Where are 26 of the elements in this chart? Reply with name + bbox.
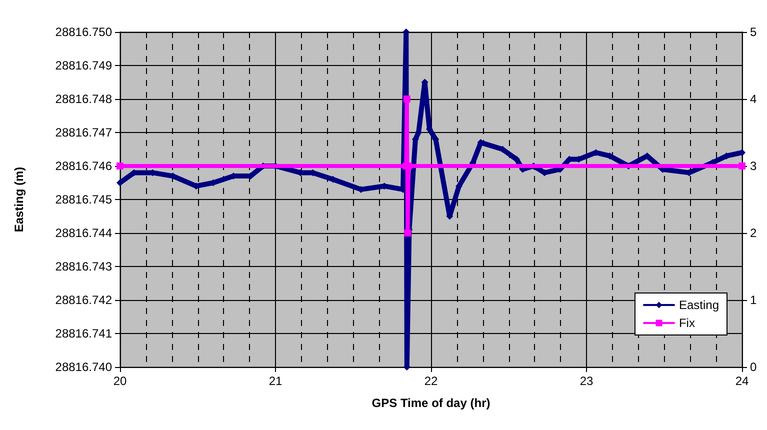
y-tick-label: 28816.742 bbox=[55, 293, 112, 307]
y-tick-label: 28816.746 bbox=[55, 159, 112, 173]
x-tick-label: 22 bbox=[424, 374, 438, 388]
y-tick-label: 28816.749 bbox=[55, 58, 112, 72]
legend-label: Easting bbox=[678, 298, 720, 312]
y-tick-label: 28816.750 bbox=[55, 25, 112, 39]
y-tick-label: 28816.745 bbox=[55, 192, 112, 206]
y2-tick-label: 3 bbox=[750, 159, 757, 173]
y2-tick-label: 1 bbox=[750, 293, 757, 307]
y-tick-label: 28816.741 bbox=[55, 326, 112, 340]
y-tick-label: 28816.743 bbox=[55, 260, 112, 274]
x-tick-label: 23 bbox=[580, 374, 594, 388]
y-tick-label: 28816.740 bbox=[55, 360, 112, 374]
x-tick-label: 24 bbox=[735, 374, 749, 388]
x-axis-title: GPS Time of day (hr) bbox=[372, 396, 490, 410]
y-tick-label: 28816.747 bbox=[55, 126, 112, 140]
y-tick-label: 28816.748 bbox=[55, 92, 112, 106]
y2-tick-label: 5 bbox=[750, 25, 757, 39]
y-tick-label: 28816.744 bbox=[55, 226, 112, 240]
y-axis-title: Easting (m) bbox=[12, 166, 26, 232]
x-tick-label: 20 bbox=[113, 374, 127, 388]
y2-tick-label: 4 bbox=[750, 92, 757, 106]
y2-tick-label: 2 bbox=[750, 226, 757, 240]
legend-label: Fix bbox=[678, 316, 695, 330]
y2-tick-label: 0 bbox=[750, 360, 757, 374]
x-tick-label: 21 bbox=[268, 374, 282, 388]
